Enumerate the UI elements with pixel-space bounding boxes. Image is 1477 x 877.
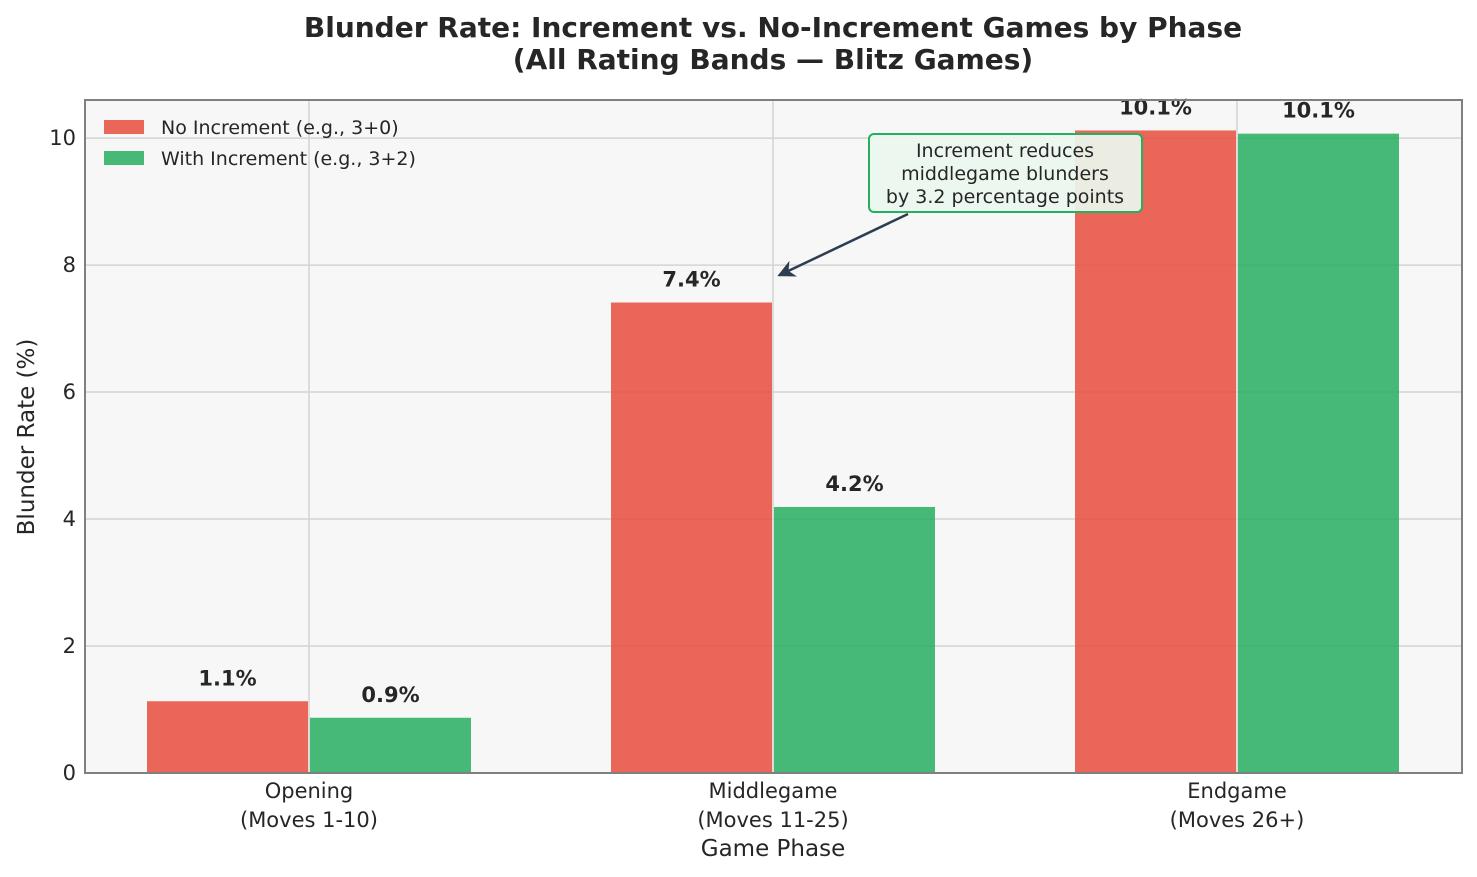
bar-value-label: 10.1%	[1282, 99, 1355, 123]
chart-title: Blunder Rate: Increment vs. No-Increment…	[304, 11, 1242, 76]
legend-label: With Increment (e.g., 3+2)	[161, 148, 416, 170]
y-tick-label: 4	[63, 507, 76, 531]
x-axis-ticks: Opening (Moves 1-10) Middlegame (Moves 11-2…	[240, 779, 1304, 832]
annotation-text-line: by 3.2 percentage points	[886, 186, 1124, 208]
with-increment-bar	[310, 717, 471, 773]
legend: No Increment (e.g., 3+0) With Increment (…	[104, 117, 416, 170]
y-axis-ticks: 0 2 4 6 8 10	[49, 126, 76, 785]
bar-value-labels: 1.1%7.4%10.1%0.9%4.2%10.1%	[198, 95, 1355, 706]
x-axis-label: Game Phase	[701, 836, 845, 862]
y-tick-label: 0	[63, 761, 76, 785]
y-axis-label: Blunder Rate (%)	[14, 339, 40, 536]
annotation-box	[868, 133, 1143, 213]
bar-value-label: 0.9%	[361, 683, 419, 707]
chart-title-line: (All Rating Bands — Blitz Games)	[513, 43, 1033, 76]
bar-value-label: 7.4%	[662, 268, 720, 292]
bar-value-label: 1.1%	[198, 666, 256, 690]
y-tick-label: 10	[49, 126, 76, 150]
annotation-text-line: middlegame blunders	[901, 163, 1109, 185]
annotation-text-line: Increment reduces	[916, 140, 1094, 162]
plot-frame	[84, 99, 1463, 774]
chart-title-line: Blunder Rate: Increment vs. No-Increment…	[304, 11, 1242, 44]
y-tick-label: 2	[63, 634, 76, 658]
no-increment-bar	[611, 302, 772, 773]
annotation-arrow	[777, 212, 909, 277]
x-tick-label: Opening	[265, 779, 354, 803]
with-increment-bar	[1238, 133, 1399, 773]
with-increment-bar	[774, 506, 935, 773]
legend-label: No Increment (e.g., 3+0)	[161, 117, 399, 139]
x-tick-label: (Moves 1-10)	[240, 808, 378, 832]
y-tick-label: 6	[63, 380, 76, 404]
no-increment-bar	[1075, 130, 1236, 774]
x-tick-label: Middlegame	[709, 779, 838, 803]
y-tick-label: 8	[63, 253, 76, 277]
legend-swatch	[104, 120, 144, 134]
bar-value-label: 4.2%	[825, 472, 883, 496]
legend-swatch	[104, 151, 144, 165]
bars	[147, 130, 1399, 774]
x-tick-label: (Moves 26+)	[1170, 808, 1305, 832]
x-tick-label: (Moves 11-25)	[697, 808, 848, 832]
no-increment-bar	[147, 701, 308, 773]
x-tick-label: Endgame	[1187, 779, 1286, 803]
